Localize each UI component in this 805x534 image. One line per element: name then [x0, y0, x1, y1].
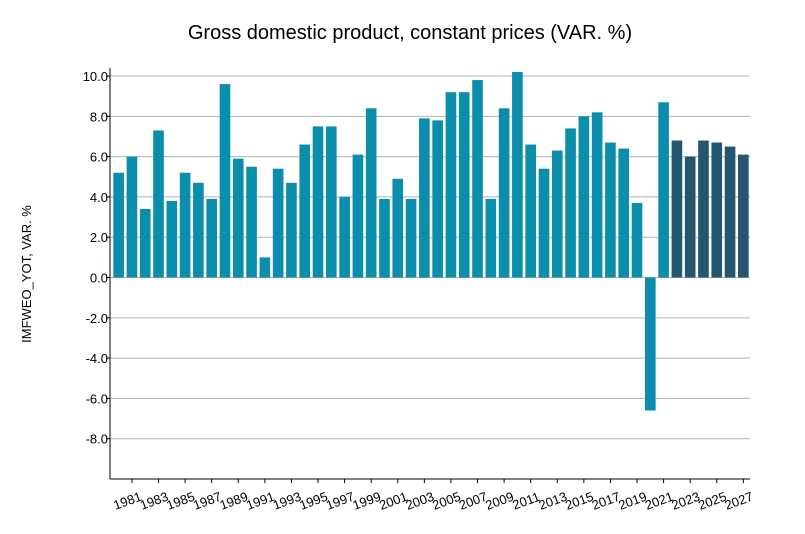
bar-2009	[498, 108, 510, 278]
bar-2008	[485, 198, 497, 278]
bar-2025	[711, 142, 723, 278]
bar-1987	[206, 198, 217, 278]
bars	[113, 72, 749, 411]
bar-1997	[339, 196, 350, 278]
chart-title: Gross domestic product, constant prices …	[188, 22, 632, 44]
y-tick-label: -2.0	[86, 311, 108, 326]
x-tick-labels: 1981198319851987198919911993199519971999…	[111, 489, 755, 513]
bar-2011	[525, 144, 536, 278]
bar-2019	[631, 202, 643, 278]
bar-2003	[419, 118, 430, 278]
bar-2023	[684, 156, 696, 278]
bar-2013	[551, 150, 563, 278]
bar-1984	[166, 200, 178, 278]
bar-1993	[286, 182, 297, 278]
bar-2024	[698, 140, 709, 278]
bar-1991	[259, 257, 271, 278]
bar-2012	[538, 168, 550, 278]
bar-2006	[458, 92, 470, 278]
bar-1990	[246, 166, 257, 278]
bar-2027	[738, 154, 749, 278]
bar-2018	[618, 148, 630, 278]
y-tick-label: -6.0	[86, 391, 108, 406]
bar-1988	[219, 84, 231, 278]
bar-1980	[113, 172, 124, 278]
bar-1982	[139, 209, 151, 278]
bar-2026	[724, 146, 736, 278]
bar-1989	[232, 158, 244, 278]
y-axis-label: IMFWEO_YOT, VAR. %	[19, 205, 34, 343]
y-tick-label: 8.0	[90, 109, 108, 124]
bar-2017	[605, 142, 616, 278]
bar-2010	[512, 72, 523, 278]
bar-1999	[365, 108, 377, 278]
bar-1985	[179, 172, 191, 278]
y-tick-label: 6.0	[90, 150, 108, 165]
bar-1992	[272, 168, 284, 278]
bar-2007	[472, 80, 483, 278]
bar-1981	[126, 156, 138, 278]
bar-2015	[578, 116, 590, 278]
bar-1995	[312, 126, 324, 278]
y-tick-label: 4.0	[90, 190, 108, 205]
bar-1998	[352, 154, 364, 278]
y-tick-label: 0.0	[90, 271, 108, 286]
y-tick-labels: 10.0 8.0 6.0 4.0 2.0 0.0 -2.0 -4.0 -6.0 -8.0	[83, 69, 108, 447]
bar-2020	[645, 277, 656, 411]
bar-2001	[392, 178, 404, 278]
bar-1986	[193, 182, 204, 278]
bar-2004	[432, 120, 443, 278]
bar-2005	[445, 92, 457, 278]
bar-2016	[591, 112, 603, 278]
bar-2022	[671, 140, 683, 278]
x-tick-label: 2027	[723, 489, 755, 513]
bar-2002	[405, 198, 417, 278]
bar-1996	[326, 126, 337, 278]
bar-2000	[379, 198, 390, 278]
y-tick-label: 2.0	[90, 230, 108, 245]
bar-2014	[565, 128, 576, 278]
axes	[106, 68, 750, 483]
bar-2021	[658, 102, 669, 278]
bar-1983	[153, 130, 164, 278]
y-tick-label: 10.0	[83, 69, 108, 84]
y-tick-label: -4.0	[86, 351, 108, 366]
y-tick-label: -8.0	[86, 432, 108, 447]
bar-1994	[299, 144, 311, 278]
